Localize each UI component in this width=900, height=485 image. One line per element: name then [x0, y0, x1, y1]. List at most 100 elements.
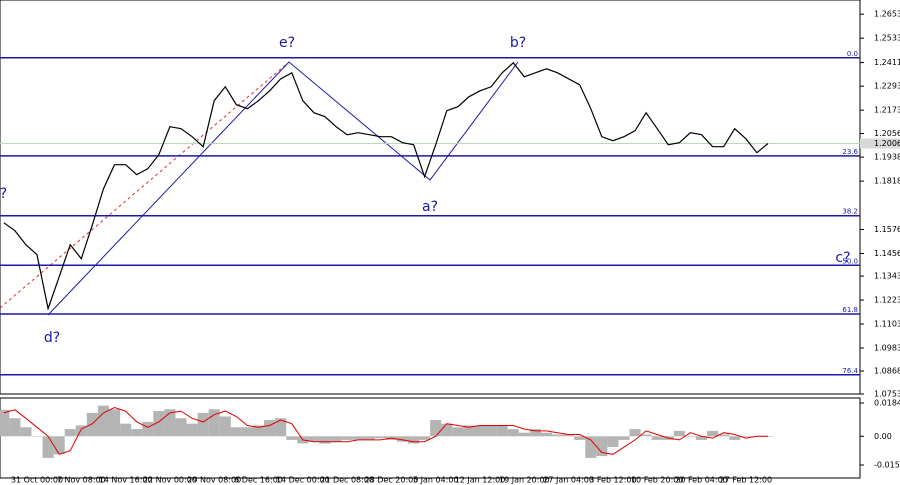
oscillator-bar — [718, 434, 730, 437]
oscillator-bar — [441, 423, 453, 437]
oscillator-bar — [142, 421, 154, 437]
y-tick-label: 1.0983 — [874, 344, 900, 353]
oscillator-bar — [740, 436, 752, 437]
oscillator-bar — [186, 423, 198, 437]
oscillator-bar — [474, 425, 486, 437]
oscillator-bar — [230, 427, 242, 437]
oscillator-bar — [552, 434, 564, 437]
fib-label: 50.0 — [842, 257, 858, 265]
x-tick-label: 22 Nov 00:00 — [143, 476, 197, 485]
oscillator-bar — [120, 423, 132, 437]
oscillator-bar — [109, 409, 121, 437]
oscillator-frame — [0, 397, 861, 479]
wave-label: a? — [422, 199, 438, 215]
y-tick-label: 1.1223 — [874, 296, 900, 305]
oscillator-bar — [9, 418, 21, 437]
x-tick-label: 10 Feb 20:00 — [631, 476, 683, 485]
price-frame — [0, 0, 861, 395]
wave-label: e? — [279, 35, 295, 51]
oscillator-bar — [75, 425, 87, 437]
x-tick-label: 21 Dec 08:00 — [320, 476, 374, 485]
y-tick-label: 1.0868 — [874, 367, 900, 376]
y-tick-label: 1.1343 — [874, 272, 900, 281]
oscillator-bar — [618, 436, 630, 440]
x-tick-label: 7 Nov 08:00 — [57, 476, 106, 485]
y-tick-label: 1.1456 — [874, 249, 900, 258]
fib-label: 0.0 — [847, 50, 858, 58]
oscillator-bar — [563, 434, 575, 437]
oscillator-bar — [308, 436, 320, 442]
oscillator-bar — [241, 427, 253, 437]
x-tick-label: 28 Dec 20:00 — [365, 476, 419, 485]
oscillator-bar — [651, 436, 663, 440]
oscillator-bar — [131, 429, 143, 437]
wave-lines — [47, 61, 519, 316]
oscillator-bar — [219, 416, 231, 437]
oscillator-bar — [275, 418, 287, 437]
x-tick-label: 27 Feb 12:00 — [720, 476, 772, 485]
oscillator-bar — [208, 409, 220, 437]
y-tick-label: 1.2173 — [874, 106, 900, 115]
x-tick-label: 27 Jan 04:00 — [543, 476, 594, 485]
oscillator-bar — [286, 436, 298, 440]
y-tick-label: 1.2293 — [874, 82, 900, 91]
price-line — [3, 61, 769, 311]
oscillator-bar — [707, 430, 719, 437]
oscillator-bar — [419, 436, 431, 440]
oscillator-bar — [684, 436, 696, 437]
oscillator-bar — [430, 420, 442, 437]
wave-label: c? — [0, 186, 7, 202]
oscillator-bar — [97, 405, 110, 437]
oscillator-bar — [330, 436, 342, 442]
oscillator-bar — [507, 429, 519, 437]
x-tick-label: 20 Feb 04:00 — [675, 476, 727, 485]
oscillator-bar — [197, 412, 209, 437]
oscillator-bar — [164, 409, 176, 437]
wave-label: c? — [835, 250, 850, 266]
oscillator-bar — [264, 420, 276, 437]
oscillator-bar — [463, 425, 475, 437]
oscillator-bar — [341, 436, 353, 440]
oscillator-bar — [574, 436, 586, 440]
x-tick-label: 3 Feb 12:00 — [589, 476, 636, 485]
oscillator-bar — [31, 436, 43, 437]
x-tick-label: 19 Jan 20:00 — [499, 476, 550, 485]
y-tick-label: -0.01593 — [874, 460, 900, 469]
oscillator-bar — [175, 418, 187, 437]
wave-label: b? — [510, 35, 526, 51]
oscillator-bar — [86, 412, 98, 437]
oscillator-bar — [0, 409, 10, 437]
wave-label: d? — [44, 330, 60, 346]
oscillator-bar — [640, 434, 652, 437]
fib-label: 23.6 — [842, 148, 858, 156]
oscillator-bar — [673, 430, 685, 437]
last-price-box — [860, 138, 900, 149]
oscillator-bar — [695, 436, 708, 440]
y-tick-label: 1.1818 — [874, 177, 900, 186]
fib-label: 38.2 — [842, 208, 858, 216]
oscillator-bar — [64, 429, 76, 437]
oscillator-bar — [585, 436, 597, 458]
fib-label: 61.8 — [842, 306, 858, 314]
oscillator-bar — [729, 436, 741, 440]
oscillator-bar — [607, 436, 619, 448]
oscillator-bar — [408, 436, 420, 444]
x-tick-label: 12 Jan 12:00 — [455, 476, 506, 485]
oscillator-bar — [42, 436, 54, 458]
y-tick-label: 1.1576 — [874, 225, 900, 234]
oscillator-bar — [374, 436, 386, 439]
oscillator-bar — [485, 425, 497, 437]
y-tick-label: 1.2056 — [874, 129, 900, 138]
x-tick-label: 14 Dec 00:00 — [276, 476, 330, 485]
x-tick-label: 14 Nov 16:00 — [99, 476, 153, 485]
x-tick-label: 5 Jan 04:00 — [413, 476, 459, 485]
oscillator-bar — [596, 436, 608, 457]
fib-label: 76.4 — [842, 367, 858, 375]
x-tick-label: 6 Dec 16:00 — [234, 476, 283, 485]
last-price-label: 1.2006 — [874, 139, 900, 148]
x-tick-label: 29 Nov 08:00 — [187, 476, 241, 485]
signal-line — [3, 406, 768, 455]
y-tick-label: 1.0753 — [874, 390, 900, 399]
y-tick-label: 1.2533 — [874, 34, 900, 43]
oscillator-bar — [518, 432, 530, 437]
